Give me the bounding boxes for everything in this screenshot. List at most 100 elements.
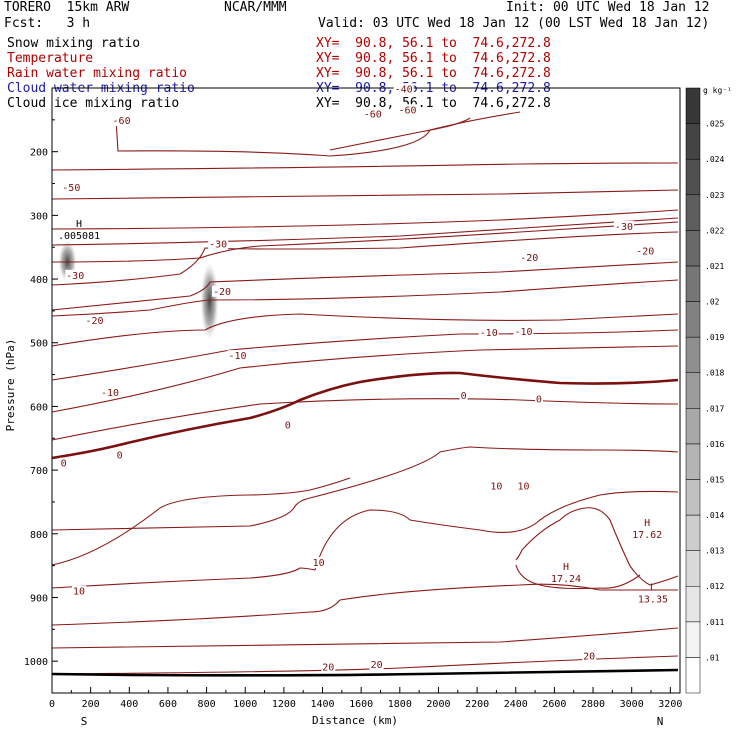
contour-ten-b — [51, 477, 351, 566]
extremum-letter-1: H — [644, 518, 650, 529]
colorbar-cell-14 — [685, 158, 701, 196]
colorbar-cell-9 — [685, 336, 701, 373]
colorbar-cell-3 — [685, 550, 701, 587]
contour-label-19: 0 — [117, 450, 123, 461]
plot-frame — [51, 87, 681, 694]
contour-label-bg-9 — [635, 245, 656, 257]
extremum-letter-2: H — [563, 562, 569, 573]
field-rain-xy: XY= 90.8, 56.1 to 74.6,272.8 — [316, 66, 551, 81]
colorbar-label-0: .01 — [705, 653, 720, 662]
contour-label-4: -40 — [395, 84, 413, 95]
contour-label-bg-13 — [513, 325, 534, 337]
colorbar-label-12: .022 — [705, 226, 724, 235]
contour-minus40 — [51, 217, 679, 246]
x-tick-label-3: 600 — [159, 699, 177, 710]
contour-minus20-a — [51, 261, 679, 311]
contour-label-bg-10 — [212, 285, 233, 297]
contour-label-bg-3 — [61, 181, 82, 193]
colorbar-cell-2 — [685, 585, 701, 623]
colorbar-label-11: .021 — [705, 262, 724, 271]
mixing-ratio-shading — [58, 240, 219, 340]
contour-ten-e — [51, 627, 679, 649]
contour-label-bg-11 — [84, 315, 105, 327]
org-label: NCAR/MMM — [224, 0, 287, 15]
colorbar-unit: g kg⁻¹ — [703, 86, 732, 95]
field-rain-name: Rain water mixing ratio — [7, 66, 188, 81]
x-tick-label-9: 1800 — [388, 699, 412, 710]
colorbar-cell-5 — [685, 479, 701, 516]
contour-label-bg-26 — [369, 658, 384, 670]
colorbar-cell-16 — [685, 87, 701, 124]
contour-minus50-c — [51, 209, 679, 230]
y-tick-label-5: 700 — [30, 466, 48, 477]
x-tick-label-2: 400 — [120, 699, 138, 710]
contour-label-bg-16 — [459, 390, 468, 402]
contour-label-bg-27 — [321, 661, 336, 673]
colorbar-cell-6 — [685, 443, 701, 480]
field-temperature-name: Temperature — [7, 51, 94, 66]
contour-label-22: 10 — [517, 482, 529, 493]
contour-minus50-b — [51, 189, 679, 200]
x-tick-label-8: 1600 — [349, 699, 373, 710]
colorbar-label-6: .016 — [705, 440, 724, 449]
colorbar-cell-12 — [685, 230, 701, 267]
field-snow-xy: XY= 90.8, 56.1 to 74.6,272.8 — [316, 36, 551, 51]
contour-label-bg-6 — [613, 220, 634, 232]
colorbar-label-7: .017 — [705, 404, 724, 413]
init-time: Init: 00 UTC Wed 18 Jan 12 — [506, 0, 710, 15]
contour-label-9: -20 — [636, 247, 654, 258]
x-tick-label-0: 0 — [49, 699, 55, 710]
y-tick-label-7: 900 — [30, 593, 48, 604]
contour-label-1: -60 — [364, 110, 382, 121]
contour-label-group: -60 -60 -60 -50 -40 -30 -30 -30 -20 -20 -20 -20 -10 -… — [59, 83, 656, 674]
contour-label-17: 0 — [536, 394, 542, 405]
colorbar-label-1: .011 — [705, 618, 724, 627]
x-axis: 0 200 400 600 800 1000 1200 1400 1600 1800 2000 220… — [49, 687, 682, 710]
north-label: N — [657, 715, 664, 728]
contour-label-8: -20 — [520, 253, 538, 264]
contour-ten-a — [51, 446, 679, 531]
contour-minus10-c — [51, 345, 679, 413]
contour-label-27: 20 — [322, 663, 334, 674]
contour-label-bg-24 — [72, 585, 87, 597]
extremum-value-1: 17.62 — [632, 530, 662, 541]
contour-label-21: 10 — [490, 482, 502, 493]
colorbar-label-2: .012 — [705, 582, 724, 591]
colorbar-cell-8 — [685, 372, 701, 409]
colorbar-label-10: .02 — [705, 298, 720, 307]
contour-label-bg-5 — [208, 238, 229, 250]
contour-label-bg-21 — [489, 480, 504, 492]
contour-minus50-a — [51, 162, 679, 171]
contour-ten-c — [51, 490, 679, 589]
y-axis-title: Pressure (hPa) — [4, 339, 17, 432]
contour-label-bg-7 — [65, 269, 86, 281]
model-title: TORERO 15km ARW — [4, 0, 130, 15]
y-tick-label-1: 300 — [30, 211, 48, 222]
contour-label-6: -30 — [615, 222, 633, 233]
field-cloudice-xy: XY= 90.8, 56.1 to 74.6,272.8 — [316, 96, 551, 111]
y-tick-label-4: 600 — [30, 402, 48, 413]
surface-line — [51, 668, 679, 677]
field-snow-name: Snow mixing ratio — [7, 36, 141, 51]
contour-minus20-b — [51, 279, 679, 317]
contour-label-bg-14 — [227, 350, 248, 362]
contour-minus10-b — [51, 329, 679, 381]
contour-label-2: -60 — [399, 105, 417, 116]
y-axis: 200 300 400 500 600 700 800 900 1000 — [24, 87, 58, 694]
contour-label-bg-15 — [99, 387, 120, 399]
contour-label-bg-25 — [582, 650, 597, 662]
y-tick-label-6: 800 — [30, 530, 48, 541]
temperature-contours — [51, 111, 679, 675]
field-cloudice-name: Cloud ice mixing ratio — [7, 96, 180, 111]
x-tick-label-10: 2000 — [426, 699, 450, 710]
valid-time: Valid: 03 UTC Wed 18 Jan 12 (00 LST Wed … — [318, 16, 710, 31]
x-tick-label-13: 2600 — [542, 699, 566, 710]
contour-label-bg-2 — [397, 104, 418, 116]
contour-label-16: 0 — [461, 391, 467, 402]
contour-label-bg-1 — [362, 108, 383, 120]
contour-minus10-a — [51, 313, 679, 347]
extremum-value-2: 17.24 — [551, 574, 581, 585]
contour-minus10-d — [51, 398, 679, 441]
